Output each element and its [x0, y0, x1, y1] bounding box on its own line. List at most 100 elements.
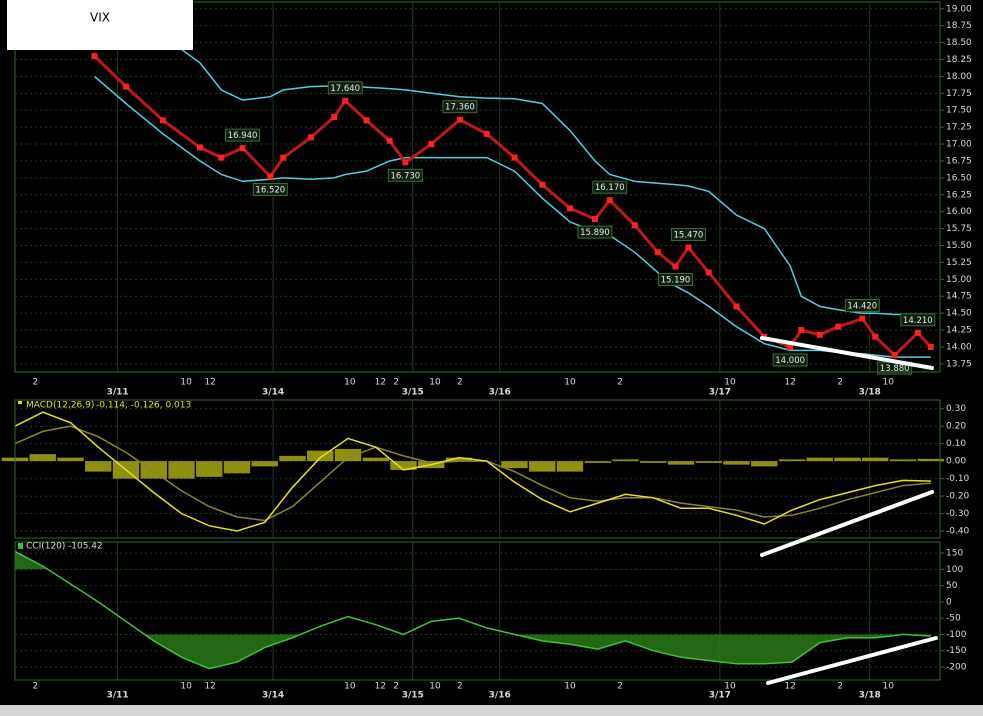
- x-tick-label: 10: [180, 682, 192, 692]
- date-tick-label: 3/17: [709, 691, 731, 701]
- indicator-line: [14, 411, 931, 532]
- cci-readout: -105.42: [68, 542, 103, 552]
- y-tick-label: 0.20: [946, 422, 966, 432]
- price-box: [239, 145, 246, 152]
- price-box: [160, 117, 166, 124]
- date-tick-label: 3/11: [107, 691, 129, 701]
- y-tick-label: 0: [946, 597, 952, 607]
- price-box: [123, 83, 129, 90]
- macd-legend-swatch: [18, 401, 22, 404]
- annotation-box: [592, 180, 628, 194]
- y-tick-label: 17.75: [946, 89, 972, 99]
- price-box: [331, 113, 338, 120]
- y-tick-label: 17.25: [946, 123, 972, 133]
- annotation-box: [442, 100, 478, 114]
- histogram-bar: [85, 461, 112, 472]
- y-tick-label: 14.25: [946, 326, 972, 336]
- y-tick-label: 100: [946, 565, 963, 575]
- y-tick-label: 18.50: [946, 38, 972, 48]
- y-tick-label: 15.00: [946, 275, 972, 285]
- cci-line: [14, 550, 931, 670]
- histogram-bar: [612, 459, 639, 462]
- price-path: [93, 55, 932, 358]
- price-box: [386, 137, 393, 144]
- x-tick-label: 12: [375, 682, 386, 692]
- x-tick-label: 2: [32, 378, 38, 388]
- indicator-line: [94, 4, 931, 316]
- price-box: [280, 154, 287, 161]
- date-tick-label: 3/17: [709, 388, 731, 398]
- x-tick-label: 2: [393, 378, 399, 388]
- annotation-box: [252, 183, 288, 197]
- histogram-bar: [667, 461, 695, 465]
- x-tick-label: 10: [429, 682, 441, 692]
- price-box: [342, 97, 349, 104]
- price-box: [606, 197, 613, 204]
- annotation-label: 15.890: [580, 228, 610, 238]
- y-tick-label: 18.75: [946, 21, 972, 31]
- trend-lines: [760, 336, 938, 685]
- date-tick-label: 3/16: [489, 691, 511, 701]
- histogram-bar: [251, 461, 278, 467]
- indicator-line: [14, 425, 931, 522]
- title-box: [7, 0, 193, 50]
- x-tick-label: 10: [344, 682, 356, 692]
- annotation-box: [225, 128, 261, 142]
- y-tick-label: 50: [946, 581, 958, 591]
- histogram-bar: [279, 455, 306, 462]
- date-tick-label: 3/15: [402, 388, 424, 398]
- x-tick-label: 12: [204, 682, 215, 692]
- price-box: [798, 327, 805, 334]
- x-tick-label: 12: [204, 378, 215, 388]
- cci-title: CCI(120): [26, 542, 65, 552]
- histogram-bar: [862, 457, 889, 462]
- histogram-bar: [307, 450, 334, 462]
- x-tick-label: 2: [617, 378, 623, 388]
- price-box: [308, 134, 314, 141]
- date-tick-label: 3/18: [859, 691, 881, 701]
- histogram-bar: [806, 457, 833, 462]
- histogram-bar: [584, 461, 611, 463]
- x-tick-label: 12: [375, 378, 386, 388]
- histogram-bar: [57, 457, 84, 462]
- annotation-label: 16.730: [390, 171, 420, 181]
- y-tick-label: 15.75: [946, 224, 972, 234]
- price-box: [539, 181, 546, 188]
- price-box: [363, 117, 370, 124]
- histogram-bar: [529, 461, 556, 472]
- x-tick-label: 2: [457, 378, 463, 388]
- x-tick-label: 10: [564, 378, 576, 388]
- cci-frame: [14, 541, 941, 681]
- x-tick-label: 10: [344, 378, 356, 388]
- histogram-bar: [140, 461, 167, 479]
- y-tick-label: 14.00: [946, 342, 972, 352]
- x-tick-label: 2: [837, 682, 843, 692]
- annotation-box: [327, 81, 363, 95]
- y-tick-label: 0.00: [946, 457, 966, 467]
- histogram-bar: [501, 461, 528, 469]
- y-tick-label: 0.30: [946, 404, 966, 414]
- price-box: [91, 53, 98, 60]
- annotation-box: [577, 225, 613, 239]
- x-tick-label: 10: [180, 378, 192, 388]
- toolbar[interactable]: [0, 705, 983, 716]
- x-tick-label: 2: [32, 682, 38, 692]
- price-box: [685, 244, 692, 251]
- y-tick-label: -0.30: [946, 509, 970, 519]
- histogram-bar: [445, 457, 473, 462]
- panel-frames: [14, 1, 941, 681]
- histogram-bar: [778, 459, 806, 462]
- x-tick-label: 2: [393, 682, 399, 692]
- y-tick-label: -150: [946, 646, 967, 656]
- x-tick-label: 10: [724, 378, 736, 388]
- histogram-bar: [556, 461, 584, 472]
- histogram-bar: [751, 461, 778, 467]
- histogram-bar: [834, 457, 861, 462]
- trend-line: [760, 336, 934, 370]
- histogram-bar: [640, 461, 667, 463]
- macd-readout: -0.114, -0.126, 0.013: [96, 401, 191, 411]
- y-tick-label: 17.00: [946, 140, 972, 150]
- y-tick-label: 17.50: [946, 106, 972, 116]
